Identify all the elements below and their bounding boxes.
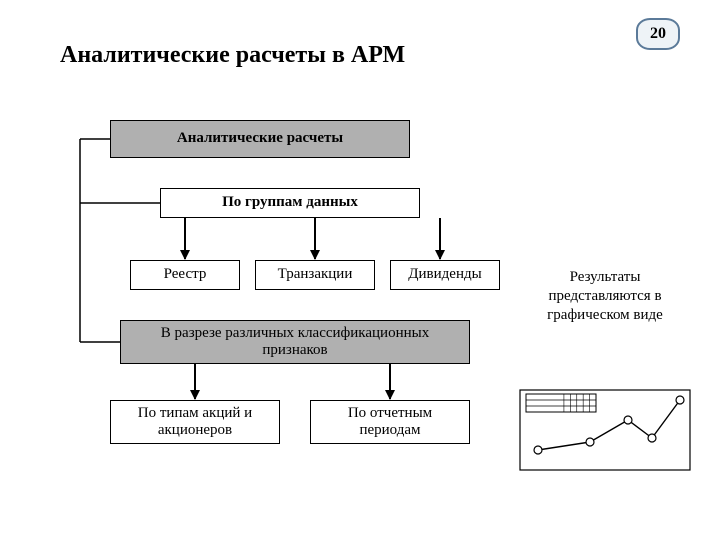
node-groups: По группам данных [160,188,420,218]
node-periods: По отчетным периодам [310,400,470,444]
node-reestr: Реестр [130,260,240,290]
results-note: Результаты представляются в графическом … [520,268,690,324]
results-note-text: Результаты представляются в графическом … [547,269,663,323]
node-divid: Дивиденды [390,260,500,290]
node-types: По типам акций и акционеров [110,400,280,444]
node-root: Аналитические расчеты [110,120,410,158]
page-number: 20 [650,25,666,42]
node-trans: Транзакции [255,260,375,290]
node-razrez: В разрезе различных классификационных пр… [120,320,470,364]
slide-title: Аналитические расчеты в АРМ [60,42,405,69]
page-number-badge: 20 [636,18,680,50]
slide-stage: 20 Аналитические расчеты в АРМ Аналитиче… [0,0,720,540]
